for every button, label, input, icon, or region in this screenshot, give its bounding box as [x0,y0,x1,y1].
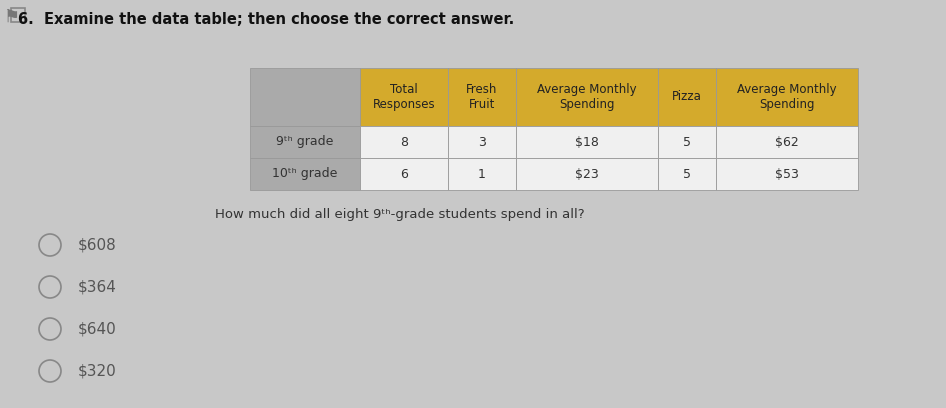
Bar [716,158,858,190]
Text: 5: 5 [683,135,691,149]
Text: $23: $23 [575,168,599,180]
Bar [360,126,448,158]
Text: 6: 6 [400,168,408,180]
Bar [658,158,716,190]
Bar [360,68,448,126]
Bar [250,126,360,158]
Text: 3: 3 [478,135,486,149]
Bar [658,126,716,158]
Bar [516,68,658,126]
Text: How much did all eight 9ᵗʰ-grade students spend in all?: How much did all eight 9ᵗʰ-grade student… [215,208,585,221]
Text: ⚑: ⚑ [4,8,20,26]
Bar [448,68,516,126]
Text: $18: $18 [575,135,599,149]
Bar [716,68,858,126]
Text: 6.  Examine the data table; then choose the correct answer.: 6. Examine the data table; then choose t… [18,12,515,27]
Text: $320: $320 [78,364,116,379]
Bar [516,126,658,158]
Bar [658,68,716,126]
Text: $640: $640 [78,322,116,337]
Text: 5: 5 [683,168,691,180]
Bar [448,158,516,190]
Bar [716,126,858,158]
Bar [448,126,516,158]
Bar [516,158,658,190]
Text: Fresh
Fruit: Fresh Fruit [466,83,498,111]
Text: Average Monthly
Spending: Average Monthly Spending [537,83,637,111]
Text: $364: $364 [78,279,117,295]
Bar [250,68,360,126]
Bar [360,158,448,190]
Text: $608: $608 [78,237,116,253]
Text: $53: $53 [775,168,799,180]
Bar [250,158,360,190]
Text: Total
Responses: Total Responses [373,83,435,111]
Text: 1: 1 [478,168,486,180]
Text: 8: 8 [400,135,408,149]
Text: 9ᵗʰ grade: 9ᵗʰ grade [276,135,334,149]
Text: Average Monthly
Spending: Average Monthly Spending [737,83,837,111]
Text: 10ᵗʰ grade: 10ᵗʰ grade [272,168,338,180]
Text: Pizza: Pizza [672,91,702,104]
Bar [11,8,25,22]
Text: $62: $62 [775,135,798,149]
